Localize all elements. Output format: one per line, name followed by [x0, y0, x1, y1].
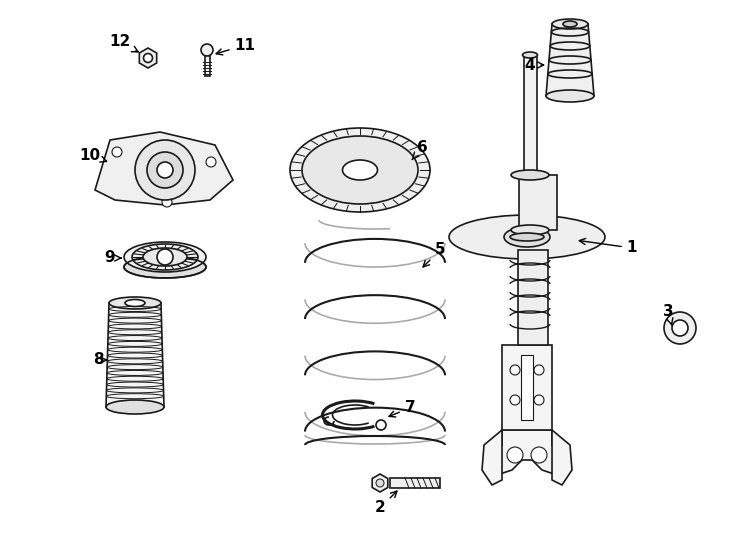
Text: 9: 9 [105, 251, 121, 266]
Circle shape [376, 479, 384, 487]
Ellipse shape [511, 170, 549, 180]
Ellipse shape [504, 227, 550, 247]
Circle shape [510, 365, 520, 375]
Text: 2: 2 [374, 491, 397, 516]
Polygon shape [482, 430, 502, 485]
Ellipse shape [124, 256, 206, 278]
Ellipse shape [106, 400, 164, 414]
Polygon shape [552, 430, 572, 485]
Ellipse shape [124, 242, 206, 272]
Circle shape [147, 152, 183, 188]
Polygon shape [546, 24, 594, 96]
Polygon shape [95, 132, 233, 205]
Text: 11: 11 [216, 37, 255, 55]
Ellipse shape [563, 21, 577, 27]
Circle shape [201, 44, 213, 56]
Ellipse shape [290, 128, 430, 212]
Circle shape [664, 312, 696, 344]
Polygon shape [372, 474, 388, 492]
Ellipse shape [552, 19, 588, 29]
Circle shape [510, 395, 520, 405]
Circle shape [531, 447, 547, 463]
Circle shape [534, 365, 544, 375]
Ellipse shape [546, 90, 594, 102]
Circle shape [162, 197, 172, 207]
Bar [519, 175, 557, 230]
Text: 5: 5 [423, 242, 446, 267]
Bar [518, 250, 548, 345]
Ellipse shape [143, 248, 187, 266]
Ellipse shape [523, 52, 537, 58]
Ellipse shape [449, 215, 605, 259]
Bar [502, 345, 552, 430]
Ellipse shape [109, 297, 161, 309]
Bar [521, 355, 533, 420]
Text: 1: 1 [579, 239, 637, 255]
Circle shape [534, 395, 544, 405]
Ellipse shape [343, 160, 377, 180]
Ellipse shape [510, 233, 544, 241]
Circle shape [157, 249, 173, 265]
Ellipse shape [511, 225, 549, 235]
Polygon shape [106, 303, 164, 407]
Text: 3: 3 [663, 305, 673, 325]
Circle shape [157, 162, 173, 178]
Bar [524, 55, 537, 175]
Circle shape [206, 157, 216, 167]
Bar [205, 56, 209, 76]
Circle shape [112, 147, 122, 157]
Text: 10: 10 [79, 147, 106, 163]
Ellipse shape [302, 136, 418, 204]
Text: 12: 12 [109, 35, 138, 52]
Ellipse shape [125, 300, 145, 307]
Circle shape [376, 420, 386, 430]
Circle shape [144, 53, 153, 63]
Text: 7: 7 [389, 401, 415, 417]
Polygon shape [139, 48, 156, 68]
Text: 8: 8 [92, 353, 106, 368]
Circle shape [135, 140, 195, 200]
Polygon shape [487, 430, 567, 475]
Text: 6: 6 [412, 140, 427, 160]
Circle shape [507, 447, 523, 463]
Circle shape [672, 320, 688, 336]
Bar [390, 478, 440, 488]
Text: 4: 4 [525, 57, 544, 72]
